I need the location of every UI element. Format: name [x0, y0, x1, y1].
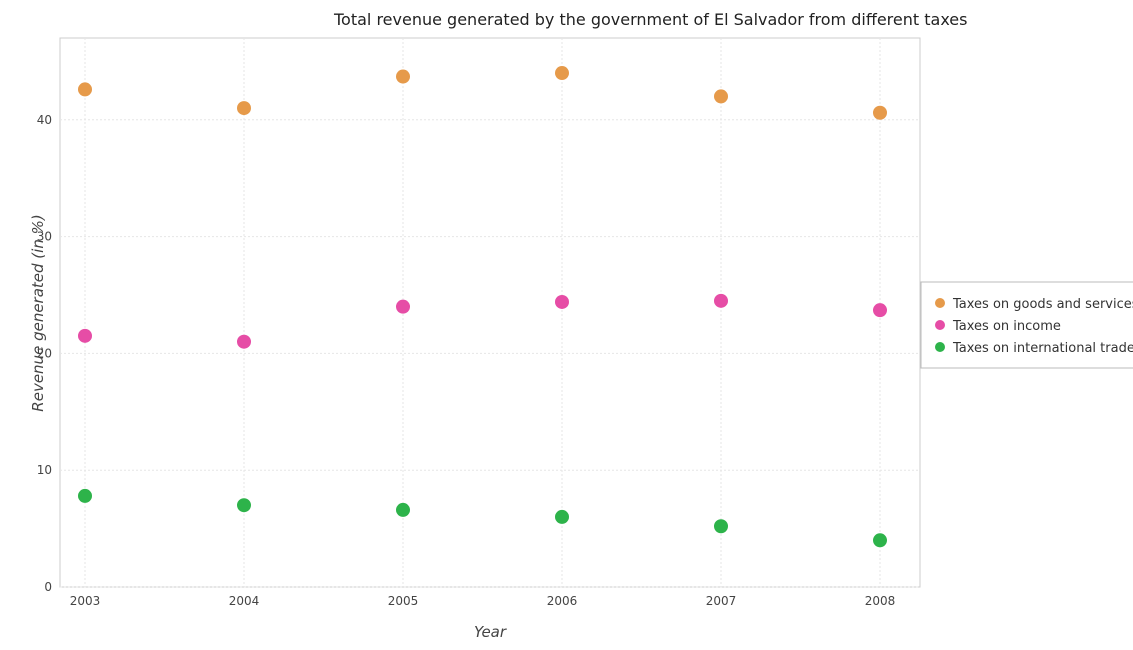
- x-tick-label: 2005: [388, 594, 419, 608]
- data-point: [237, 498, 251, 513]
- legend-entry: Taxes on international trade: [952, 341, 1133, 356]
- data-point: [396, 299, 410, 314]
- data-point: [396, 502, 410, 517]
- y-tick-label: 0: [44, 580, 52, 594]
- data-point: [237, 101, 251, 116]
- data-point: [555, 66, 569, 81]
- x-axis-label: Year: [474, 623, 507, 641]
- legend-marker: [935, 298, 945, 308]
- data-point: [555, 294, 569, 309]
- data-points: [78, 66, 887, 548]
- data-point: [714, 89, 728, 104]
- y-axis-label: Revenue generated (in %): [29, 214, 47, 411]
- data-point: [714, 293, 728, 308]
- x-tick-label: 2006: [547, 594, 578, 608]
- plot-area: [59, 37, 921, 588]
- data-point: [78, 82, 92, 97]
- legend-marker: [935, 342, 945, 352]
- data-point: [873, 105, 887, 120]
- legend-marker: [935, 320, 945, 330]
- legend: Taxes on goods and services Taxes on inco…: [920, 281, 1133, 369]
- x-tick-label: 2007: [706, 594, 737, 608]
- y-axis-ticks: 0 10 20 30 40: [37, 113, 52, 594]
- x-tick-label: 2003: [70, 594, 101, 608]
- grid: [60, 38, 920, 588]
- chart-title: Total revenue generated by the governmen…: [333, 10, 967, 29]
- x-tick-label: 2008: [865, 594, 896, 608]
- y-tick-label: 40: [37, 113, 52, 127]
- data-point: [714, 519, 728, 534]
- y-tick-label: 30: [37, 230, 52, 244]
- y-tick-label: 10: [37, 463, 52, 477]
- data-point: [237, 334, 251, 349]
- legend-box: [920, 281, 1133, 369]
- x-axis-ticks: 2003 2004 2005 2006 2007 2008: [70, 594, 896, 608]
- data-point: [555, 509, 569, 524]
- x-tick-label: 2004: [229, 594, 260, 608]
- legend-entry: Taxes on goods and services: [952, 297, 1133, 312]
- data-point: [873, 303, 887, 318]
- y-tick-label: 20: [37, 346, 52, 360]
- legend-entry: Taxes on income: [952, 319, 1061, 334]
- data-point: [78, 328, 92, 343]
- data-point: [78, 488, 92, 503]
- data-point: [873, 533, 887, 548]
- data-point: [396, 69, 410, 84]
